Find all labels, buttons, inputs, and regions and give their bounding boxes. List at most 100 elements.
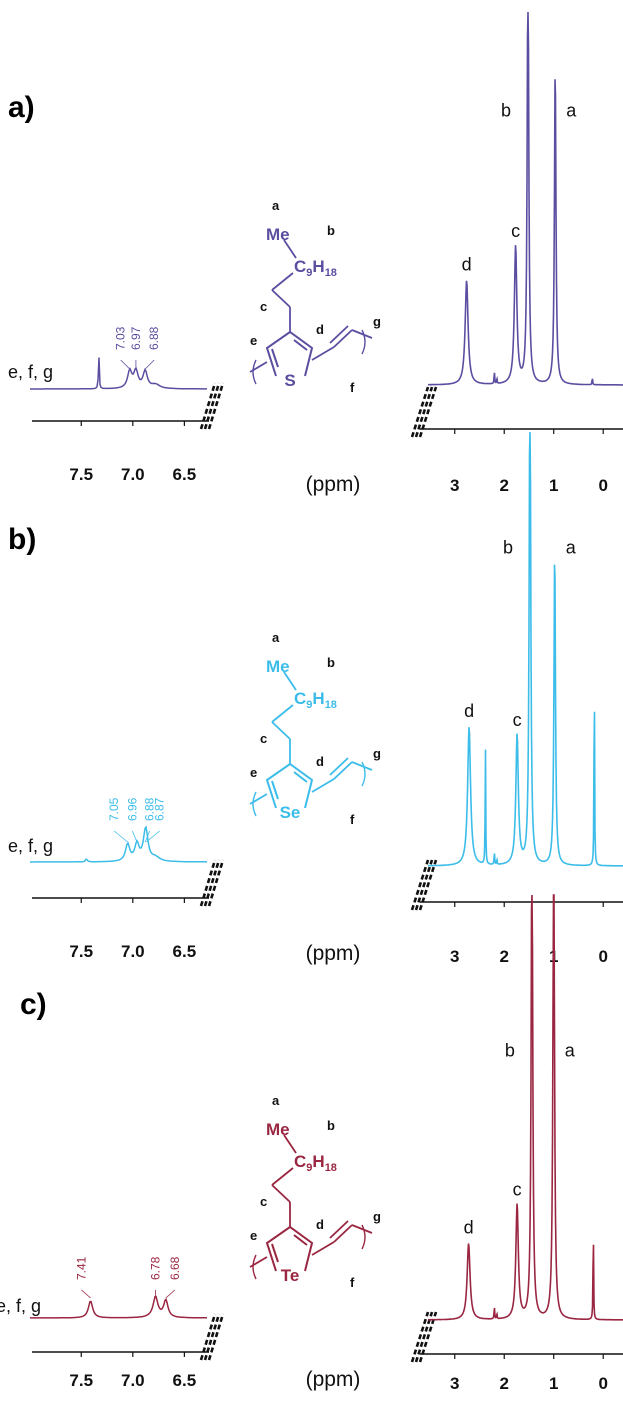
inset-spectrum-trace <box>30 825 207 863</box>
axis-break-mark <box>199 859 217 907</box>
inset-tick-label: 7.0 <box>121 465 145 484</box>
main-tick-label: 0 <box>598 1374 607 1393</box>
inset-group-label: e, f, g <box>8 836 53 856</box>
chain-subscript: 18 <box>325 1162 337 1174</box>
main-peak-label: d <box>464 701 474 721</box>
main-peak-label: a <box>566 100 577 120</box>
proton-label: d <box>316 754 324 769</box>
methyl-label: Me <box>266 225 290 244</box>
inset-tick-label: 6.5 <box>173 942 197 961</box>
heteroatom-label: Se <box>280 803 301 822</box>
inset-tick-label: 7.0 <box>121 942 145 961</box>
inset-peak-label: 6.88 <box>147 326 161 350</box>
chain-carbon: C <box>294 689 306 708</box>
main-peak-label: d <box>462 255 472 275</box>
ring-double-bond <box>271 348 279 368</box>
side-chain-bond <box>271 1184 291 1203</box>
inset-tick-label: 7.0 <box>121 1371 145 1390</box>
main-peak-label: d <box>464 1218 474 1238</box>
chain-carbon: C <box>294 257 306 276</box>
main-peak-label: b <box>503 538 513 558</box>
axis-break-mark <box>199 1313 217 1361</box>
main-tick-label: 3 <box>450 476 459 495</box>
proton-label: d <box>316 1217 324 1232</box>
inset-spectrum-trace <box>30 1295 207 1319</box>
main-tick-label: 2 <box>499 947 508 966</box>
ring-double-bond <box>293 339 308 351</box>
peak-label-leader <box>132 830 138 843</box>
proton-label: c <box>260 1194 267 1209</box>
main-tick-label: 1 <box>549 1374 558 1393</box>
axis-unit-label: (ppm) <box>306 1368 361 1391</box>
axis-break-mark <box>418 859 438 911</box>
chain-subscript: 18 <box>325 267 337 279</box>
inset-peak-label: 6.78 <box>149 1256 163 1280</box>
main-tick-label: 0 <box>598 476 607 495</box>
vinylene-bond <box>333 329 353 348</box>
vinylene-bond <box>333 761 353 780</box>
inset-peak-label: 6.87 <box>153 797 167 821</box>
chain-subscript: 18 <box>325 699 337 711</box>
inset-tick-label: 6.5 <box>173 465 197 484</box>
proton-label: c <box>260 299 267 314</box>
vinylene-double-bond <box>329 1220 349 1239</box>
main-spectrum-trace <box>428 431 623 867</box>
heteroatom-label: S <box>284 371 295 390</box>
main-peak-label: b <box>501 100 511 120</box>
panel-b: b) 7.5 7.0 6.5 7.05 6.96 6.886.87 e, f, g 3 2 1 0 d c… <box>8 431 623 966</box>
main-peak-label: c <box>513 1179 522 1199</box>
axis-break-mark <box>203 859 221 907</box>
inset-peak-label: 6.96 <box>125 797 139 821</box>
proton-label: f <box>350 1275 355 1290</box>
vinylene-bond <box>333 1224 353 1243</box>
proton-label: b <box>327 223 335 238</box>
inset-tick-label: 7.5 <box>69 465 93 484</box>
chain-subscript: 9 <box>306 1162 312 1174</box>
peak-label-leader <box>144 830 151 843</box>
chain-carbon: C <box>294 1152 306 1171</box>
main-peak-label: c <box>511 221 520 241</box>
proton-label: c <box>260 731 267 746</box>
proton-label: b <box>327 1118 335 1133</box>
panel-c: c) 7.5 7.0 6.5 7.41 6.78 6.68 e, f, g 3 2 1 0 d c b a (p… <box>0 894 623 1393</box>
repeat-bracket <box>252 1254 257 1280</box>
proton-label: e <box>250 333 257 348</box>
main-spectrum-trace <box>428 11 623 386</box>
ring-double-bond <box>271 780 279 800</box>
backbone-bond <box>351 761 373 771</box>
proton-label: e <box>250 765 257 780</box>
axis-break-mark <box>414 859 434 911</box>
ring-double-bond <box>293 1234 308 1246</box>
inset-peak-label: 6.68 <box>168 1256 182 1280</box>
panel-label: b) <box>8 523 36 556</box>
vinylene-bond <box>311 1241 335 1256</box>
proton-label: g <box>373 314 381 329</box>
repeat-bracket <box>361 761 366 787</box>
proton-label: g <box>373 746 381 761</box>
repeat-bracket <box>361 1224 366 1250</box>
side-chain-bond <box>283 239 297 259</box>
side-chain-bond <box>283 1134 297 1154</box>
axis-break-mark <box>414 386 434 438</box>
inset-group-label: e, f, g <box>8 362 53 382</box>
axis-break-mark <box>203 1313 221 1361</box>
inset-peak-label: 7.41 <box>75 1256 89 1280</box>
axis-break-mark <box>203 382 221 430</box>
main-tick-label: 3 <box>450 1374 459 1393</box>
main-peak-label: b <box>505 1041 515 1061</box>
chain-subscript: 9 <box>306 699 312 711</box>
proton-label: b <box>327 655 335 670</box>
axis-break-mark <box>207 382 225 430</box>
panel-label: c) <box>20 988 47 1021</box>
inset-peak-label: 7.05 <box>107 797 121 821</box>
axis-break-mark <box>207 859 225 907</box>
proton-label: a <box>272 198 280 213</box>
peak-label-leader <box>81 1289 91 1299</box>
main-tick-label: 1 <box>549 476 558 495</box>
peak-label-leader <box>120 359 131 370</box>
ring-double-bond <box>271 1243 279 1263</box>
chain-label: C9H18 <box>294 257 337 279</box>
main-peak-label: c <box>513 710 522 730</box>
proton-label: d <box>316 322 324 337</box>
